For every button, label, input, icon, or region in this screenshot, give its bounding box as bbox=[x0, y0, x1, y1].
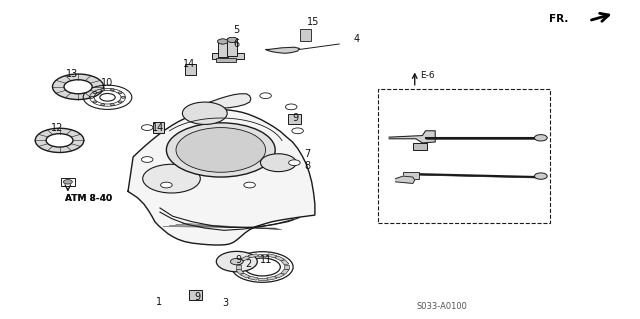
Text: 9: 9 bbox=[194, 292, 200, 302]
Bar bbox=[248, 276, 258, 280]
Polygon shape bbox=[266, 47, 300, 53]
Bar bbox=[240, 256, 250, 261]
Bar bbox=[258, 254, 267, 256]
Polygon shape bbox=[389, 131, 435, 143]
Bar bbox=[236, 265, 241, 269]
Text: ATM 8-40: ATM 8-40 bbox=[65, 194, 112, 203]
Text: 13: 13 bbox=[65, 69, 78, 79]
Circle shape bbox=[534, 173, 547, 179]
Text: 4: 4 bbox=[354, 34, 360, 44]
Bar bbox=[281, 269, 289, 274]
Text: E-6: E-6 bbox=[420, 71, 435, 80]
Circle shape bbox=[93, 92, 97, 94]
Bar bbox=[275, 256, 285, 261]
Bar bbox=[61, 178, 75, 186]
Circle shape bbox=[143, 164, 200, 193]
Circle shape bbox=[118, 92, 122, 94]
Circle shape bbox=[260, 93, 271, 99]
Circle shape bbox=[166, 123, 275, 177]
Text: 2: 2 bbox=[245, 259, 252, 269]
Circle shape bbox=[260, 154, 296, 172]
Circle shape bbox=[292, 128, 303, 134]
Text: 9: 9 bbox=[292, 113, 299, 123]
Bar bbox=[238, 254, 251, 264]
Circle shape bbox=[46, 134, 73, 147]
Circle shape bbox=[90, 96, 93, 98]
Circle shape bbox=[534, 135, 547, 141]
Circle shape bbox=[285, 104, 297, 110]
Circle shape bbox=[161, 182, 172, 188]
Circle shape bbox=[227, 37, 237, 42]
Text: 7: 7 bbox=[304, 149, 310, 159]
Bar bbox=[413, 143, 427, 150]
Bar bbox=[189, 290, 202, 300]
Circle shape bbox=[176, 128, 266, 172]
Text: FR.: FR. bbox=[549, 14, 568, 24]
Circle shape bbox=[118, 101, 122, 103]
Bar bbox=[300, 29, 311, 41]
Text: 10: 10 bbox=[101, 78, 114, 88]
Bar bbox=[275, 273, 285, 278]
Circle shape bbox=[100, 104, 104, 106]
Text: 8: 8 bbox=[304, 161, 310, 171]
Circle shape bbox=[52, 74, 104, 100]
Text: 3: 3 bbox=[222, 298, 228, 308]
Bar bbox=[185, 64, 196, 75]
Circle shape bbox=[230, 258, 243, 265]
Bar bbox=[281, 260, 289, 265]
Polygon shape bbox=[128, 110, 315, 245]
Circle shape bbox=[63, 180, 72, 184]
Bar bbox=[267, 254, 276, 258]
Text: ATM 8-40: ATM 8-40 bbox=[65, 194, 112, 203]
Bar bbox=[212, 53, 244, 59]
Text: 5: 5 bbox=[234, 25, 240, 35]
Circle shape bbox=[244, 182, 255, 188]
Bar bbox=[248, 254, 258, 258]
Text: 1: 1 bbox=[156, 297, 162, 307]
Bar bbox=[153, 122, 164, 133]
Bar bbox=[236, 269, 244, 274]
Circle shape bbox=[141, 157, 153, 162]
Text: 11: 11 bbox=[259, 255, 272, 265]
Bar bbox=[258, 278, 267, 280]
Bar bbox=[403, 172, 419, 179]
Circle shape bbox=[182, 102, 227, 124]
Circle shape bbox=[35, 128, 84, 152]
Bar bbox=[240, 273, 250, 278]
Text: 15: 15 bbox=[307, 17, 320, 27]
Circle shape bbox=[218, 39, 228, 44]
Circle shape bbox=[93, 101, 97, 103]
Text: 6: 6 bbox=[234, 39, 240, 49]
Circle shape bbox=[216, 251, 257, 272]
Text: 9: 9 bbox=[235, 255, 241, 265]
Circle shape bbox=[64, 80, 92, 94]
Circle shape bbox=[122, 96, 125, 98]
Polygon shape bbox=[189, 94, 251, 110]
Bar bbox=[236, 260, 244, 265]
Circle shape bbox=[100, 89, 104, 91]
Bar bbox=[267, 276, 276, 280]
Circle shape bbox=[289, 160, 300, 166]
Circle shape bbox=[111, 89, 115, 91]
Text: 14: 14 bbox=[152, 123, 164, 133]
Text: 12: 12 bbox=[51, 122, 64, 133]
Bar bbox=[288, 114, 301, 124]
Text: S033-A0100: S033-A0100 bbox=[416, 302, 467, 311]
Polygon shape bbox=[396, 176, 415, 183]
Circle shape bbox=[111, 104, 115, 106]
Circle shape bbox=[141, 125, 153, 130]
Bar bbox=[218, 40, 228, 57]
Text: 14: 14 bbox=[182, 59, 195, 69]
Bar bbox=[216, 58, 236, 62]
Bar bbox=[284, 265, 289, 269]
Bar bbox=[227, 38, 237, 56]
